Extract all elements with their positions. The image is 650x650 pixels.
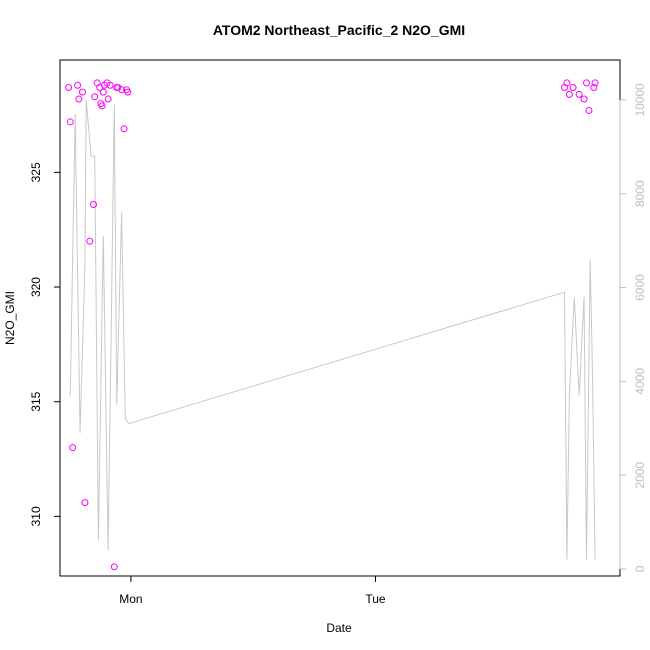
right-tick-label: 10000 bbox=[633, 83, 647, 117]
left-tick-label: 310 bbox=[29, 506, 43, 526]
x-tick-label: Mon bbox=[119, 592, 142, 606]
data-point bbox=[569, 84, 577, 92]
x-tick-label: Tue bbox=[365, 592, 386, 606]
x-axis-label: Date bbox=[326, 621, 352, 635]
chart-title: ATOM2 Northeast_Pacific_2 N2O_GMI bbox=[213, 22, 465, 38]
data-point bbox=[120, 125, 128, 133]
data-point bbox=[69, 444, 77, 452]
right-tick-label: 2000 bbox=[633, 461, 647, 488]
series-line bbox=[69, 99, 596, 560]
data-point bbox=[118, 86, 126, 94]
data-point bbox=[99, 88, 107, 96]
data-point bbox=[104, 95, 112, 103]
data-point bbox=[591, 79, 599, 87]
data-point bbox=[65, 84, 73, 92]
data-point bbox=[98, 102, 106, 110]
left-y-axis: 310 315 320 325 bbox=[29, 162, 61, 526]
data-point bbox=[563, 79, 571, 87]
data-point bbox=[79, 88, 86, 96]
data-point bbox=[74, 81, 82, 89]
plot-frame bbox=[59, 59, 621, 577]
data-point bbox=[86, 237, 94, 245]
left-tick-label: 325 bbox=[29, 162, 43, 182]
data-point bbox=[114, 84, 122, 92]
data-point bbox=[90, 200, 97, 208]
data-point bbox=[110, 563, 118, 571]
left-tick-label: 320 bbox=[29, 277, 43, 297]
x-axis: Mon Tue bbox=[119, 575, 386, 606]
line-series-layer bbox=[69, 99, 596, 560]
data-point bbox=[75, 95, 83, 103]
right-tick-label: 0 bbox=[633, 565, 647, 572]
data-point bbox=[106, 81, 114, 89]
y-axis-label: N2O_GMI bbox=[3, 291, 17, 345]
right-y-axis: 0 2000 4000 6000 8000 10000 bbox=[619, 83, 647, 572]
data-point bbox=[66, 118, 74, 126]
data-point bbox=[91, 93, 99, 101]
right-tick-label: 6000 bbox=[633, 274, 647, 301]
data-point bbox=[81, 499, 89, 507]
right-tick-label: 4000 bbox=[633, 368, 647, 395]
data-point bbox=[590, 84, 598, 92]
right-tick-label: 8000 bbox=[633, 180, 647, 207]
data-point bbox=[124, 88, 132, 96]
data-point bbox=[585, 106, 593, 114]
scatter-series-layer bbox=[65, 79, 599, 571]
data-point bbox=[583, 79, 590, 87]
data-point bbox=[575, 90, 583, 98]
data-point bbox=[580, 95, 588, 103]
left-tick-label: 315 bbox=[29, 391, 43, 411]
data-point bbox=[565, 90, 573, 98]
